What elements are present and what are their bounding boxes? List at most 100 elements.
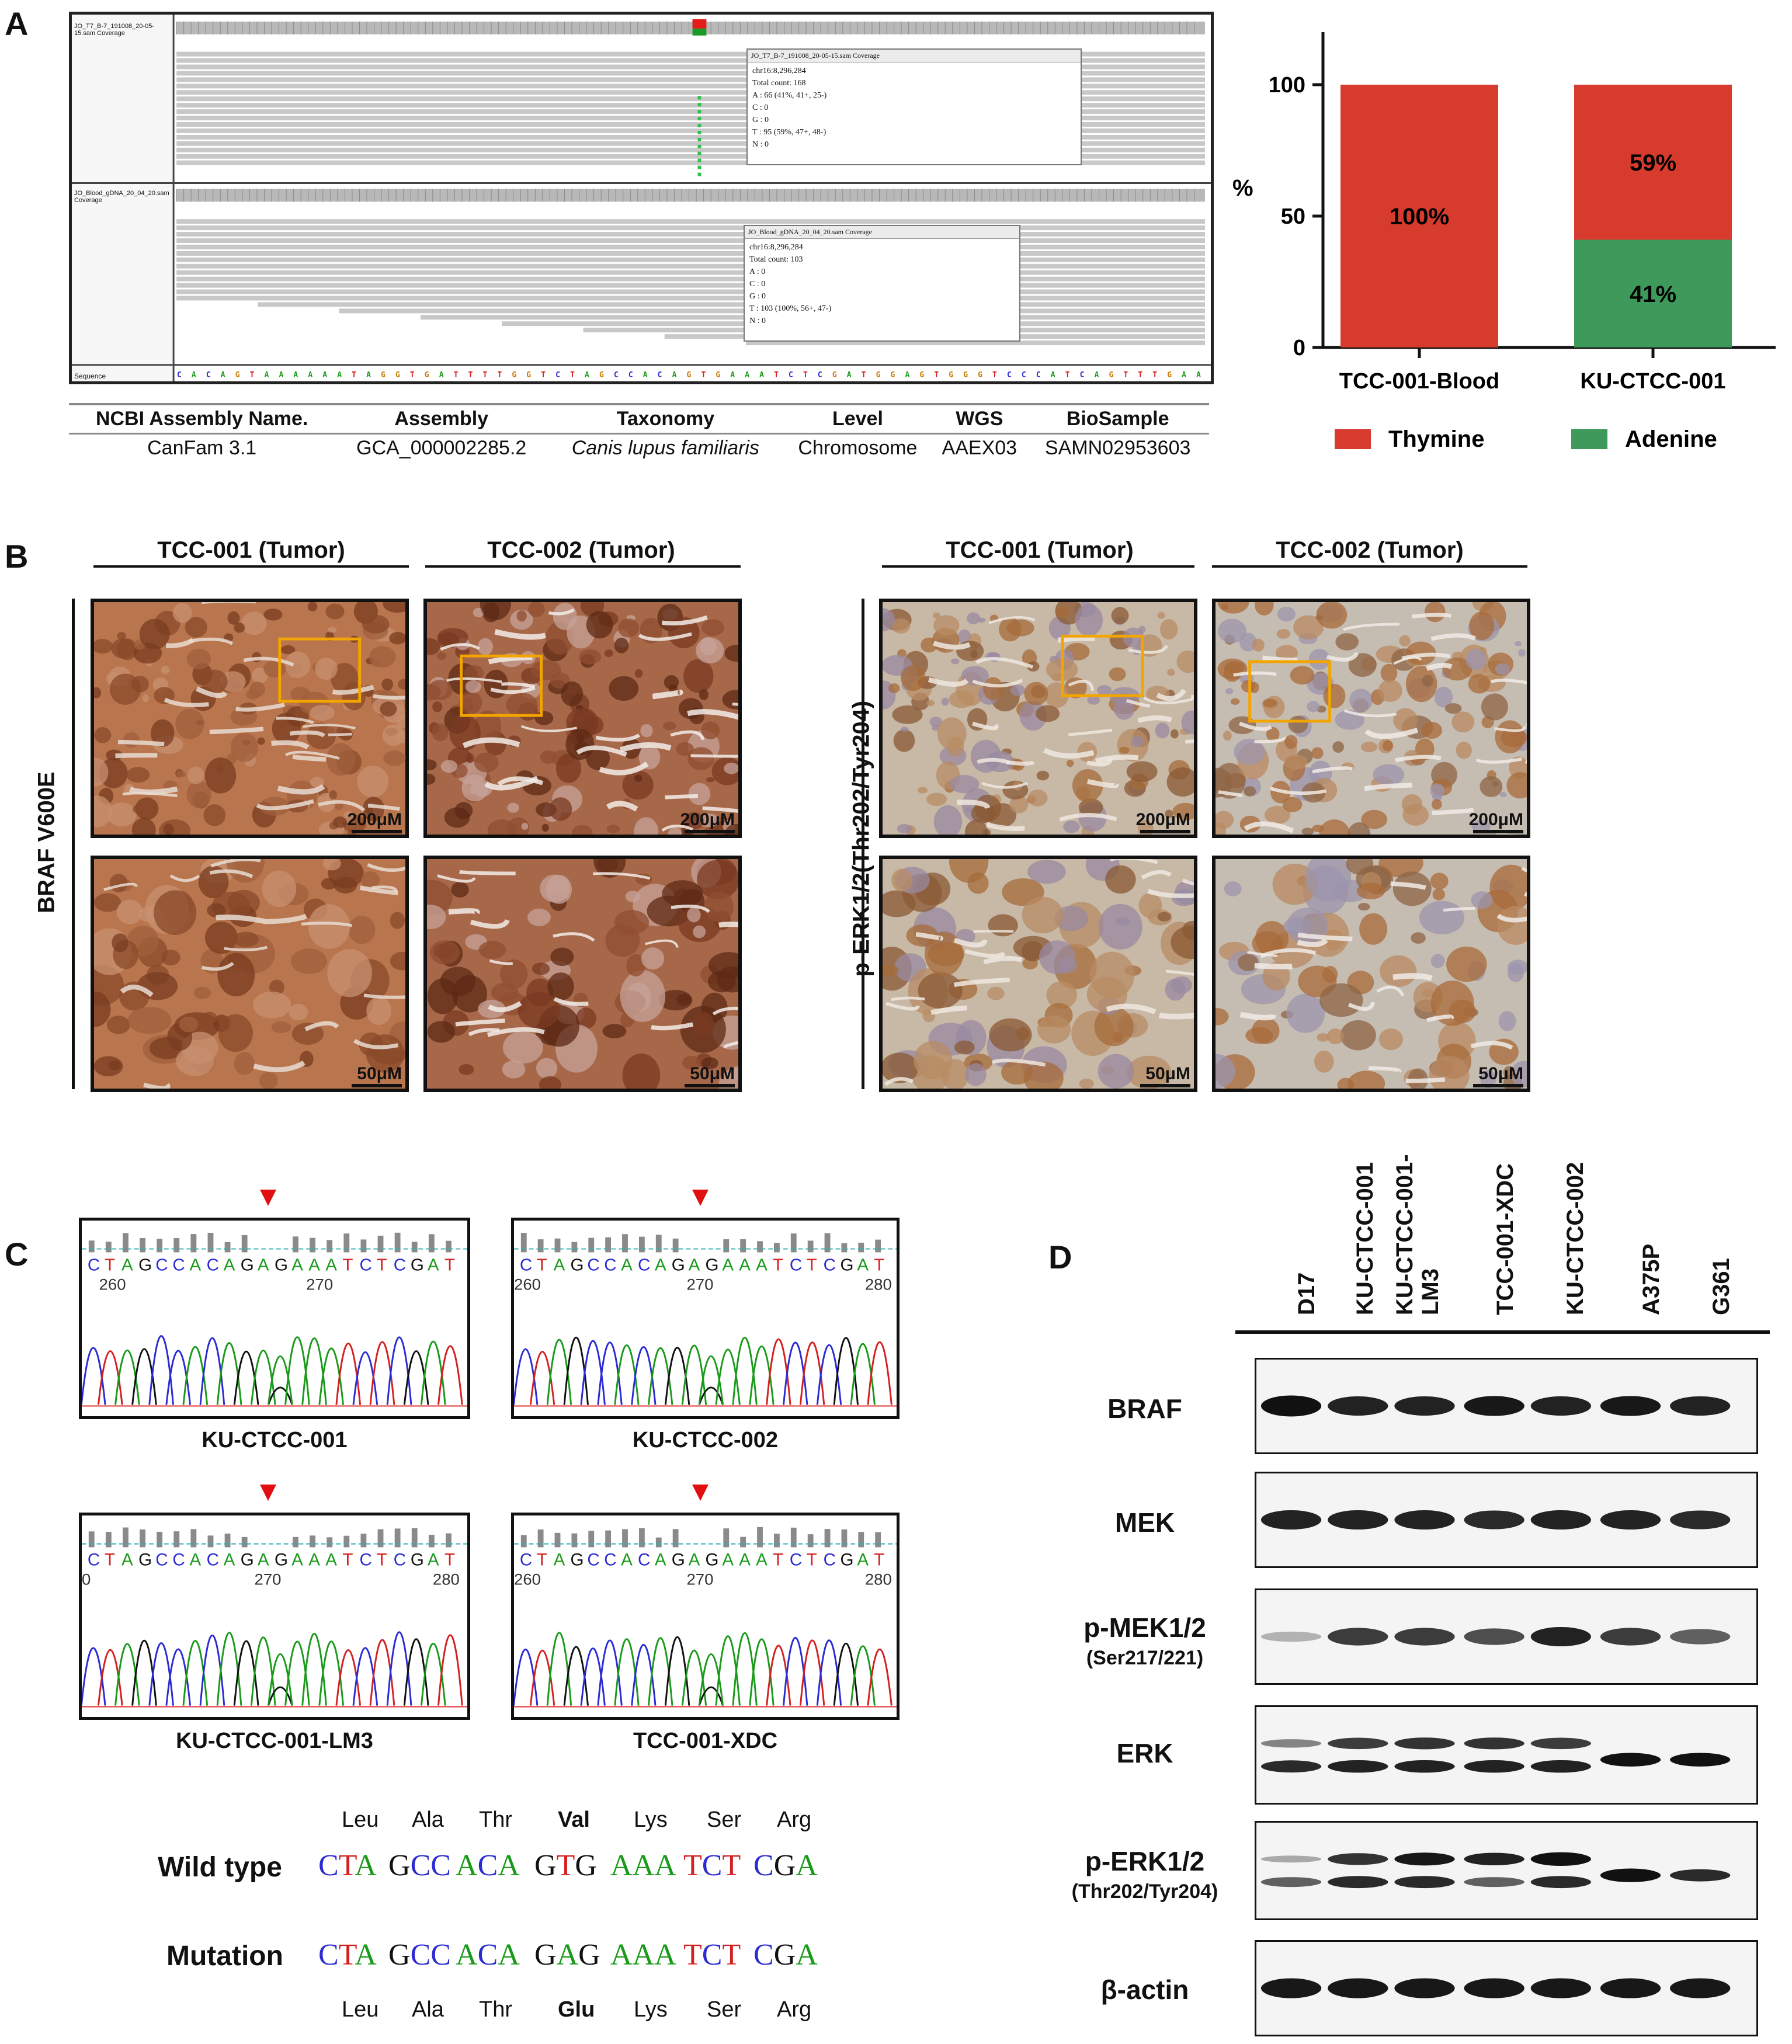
trace-peak [546,1632,572,1706]
nucleotide: A [355,1849,377,1882]
ihc-cell-cluster [521,822,529,830]
blot-membrane-mek [1255,1472,1758,1568]
ihc-scale-bar: 200μM [320,810,402,833]
trace-peak [386,1336,412,1405]
ihc-cell-cluster [1255,920,1289,957]
ihc-stroma-gap [553,997,589,1006]
ihc-cell-cluster [175,708,204,739]
igv-tumor-read [176,160,1206,165]
trace-peak [766,1645,791,1706]
ihc-stroma-gap [118,739,165,746]
ihc-cell-cluster [109,874,128,893]
ihc-cell-cluster [176,771,186,778]
protein-band [1328,1978,1388,1998]
ihc-cell-cluster [1378,1028,1403,1051]
ihc-cell-cluster [567,686,577,694]
quality-bar [655,1537,662,1548]
quality-bar [723,1239,730,1253]
ihc-cell-cluster [1079,1078,1094,1089]
igv-base: A [730,371,735,380]
quality-bar [224,1534,231,1548]
ihc-cell-cluster [1157,912,1171,922]
chromatogram-ku-ctcc-002: C T A G C C A C A G A G A A A T C T C G A T 260 270 280 [511,1218,900,1419]
base-call: C [88,1551,100,1570]
quality-bar [190,1234,197,1253]
ihc-cell-cluster [1430,981,1474,1026]
ihc-cell-cluster [634,817,659,835]
protein-band [1530,1760,1591,1773]
nucleotide: G [534,1849,557,1882]
igv-popup-line: C : 0 [752,103,769,112]
ihc-cell-cluster [252,991,291,1018]
igv-base: G [235,371,240,380]
igv-base: A [308,371,313,380]
igv-base: A [191,371,196,380]
ihc-cell-cluster [389,631,405,645]
protein-band [1328,1760,1388,1773]
protein-band [1464,1628,1524,1645]
ihc-stroma-gap [915,931,944,941]
ihc-cell-cluster [989,1018,1032,1052]
ihc-cell-cluster [1098,903,1142,950]
ihc-cell-cluster [1430,954,1445,968]
base-call: A [756,1256,767,1275]
ihc-cell-cluster [1471,891,1493,909]
amino-acid: Thr [479,1807,512,1832]
ihc-stroma-gap [120,985,154,997]
protein-band [1600,1628,1661,1646]
protein-band [1394,1396,1455,1416]
base-call: T [807,1551,817,1570]
igv-variant-base [697,151,701,155]
ihc-cell-cluster [668,827,682,835]
ihc-cell-cluster [888,683,900,693]
igv-variant-base [697,172,701,176]
protein-band [1260,1631,1322,1642]
ihc-stroma-gap [243,656,294,667]
igv-popup-blood-title: JO_Blood_gDNA_20_04_20.sam Coverage [745,226,1019,239]
codon: AAA [610,1938,676,1972]
trace-peak [318,1347,345,1405]
ihc-cell-cluster [1480,776,1503,797]
igv-base: T [497,371,502,380]
amino-acid: Glu [558,1997,595,2022]
igv-base: G [832,371,837,380]
ihc-cell-cluster [234,623,245,633]
ihc-cell-cluster [1234,738,1265,765]
quality-bar [588,1237,595,1253]
ihc-stroma-gap [1128,645,1169,654]
quality-bar [588,1531,595,1548]
ihc-cell-cluster [327,948,372,997]
ihc-cell-cluster [724,645,738,662]
quality-bar [537,1529,544,1548]
scale-bar-label: 200μM [680,810,735,829]
ihc-cell-cluster [1471,820,1491,832]
ihc-stroma-gap [732,703,738,706]
igv-blood-read [176,238,1206,243]
blot-protein-name: p-ERK1/2 [1085,1846,1205,1876]
ihc-cell-cluster [949,774,980,794]
igv-base: T [1123,371,1128,380]
ihc-cell-cluster [1266,726,1280,742]
igv-base: G [716,371,721,380]
ihc-cell-cluster [1349,689,1373,712]
ihc-cell-cluster [1023,1062,1064,1089]
blot-label-erk: ERK [1040,1737,1250,1769]
ihc-cell-cluster [1224,881,1242,896]
ihc-stroma-gap [489,959,513,965]
ihc-cell-cluster [383,750,405,766]
quality-bar [875,1532,881,1548]
ihc-stroma-gap [1470,1041,1513,1050]
mutation-arrow-marker [260,1485,276,1501]
ihc-stroma-gap [986,822,1025,831]
igv-tumor-read [176,103,1206,108]
ihc-cell-cluster [432,701,443,712]
ihc-stroma-gap [957,799,991,809]
ihc-cell-cluster [477,638,493,656]
ihc-cell-cluster [1465,649,1487,670]
ihc-stroma-gap [1369,1066,1402,1073]
igv-base: C [817,371,822,380]
ihc-cell-cluster [1356,882,1385,899]
ihc-scale-bar: 50μM [1442,1064,1523,1087]
base-call: T [105,1256,115,1275]
